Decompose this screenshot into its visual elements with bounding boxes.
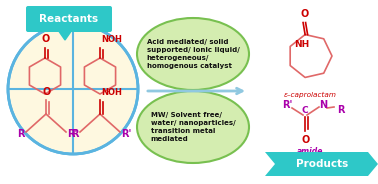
Text: Products: Products bbox=[296, 159, 348, 169]
Text: R': R' bbox=[282, 100, 292, 110]
Text: C: C bbox=[302, 106, 308, 115]
Text: NOH: NOH bbox=[101, 35, 122, 44]
Polygon shape bbox=[58, 30, 72, 40]
Ellipse shape bbox=[137, 91, 249, 163]
Text: ε–caprolactam: ε–caprolactam bbox=[284, 92, 336, 98]
Text: O: O bbox=[42, 34, 50, 44]
Polygon shape bbox=[265, 152, 378, 176]
Text: N: N bbox=[319, 100, 327, 110]
Text: R: R bbox=[337, 105, 345, 115]
Circle shape bbox=[8, 24, 138, 154]
Ellipse shape bbox=[137, 18, 249, 90]
Text: amide: amide bbox=[297, 147, 323, 156]
Text: O: O bbox=[43, 87, 51, 97]
Text: O: O bbox=[302, 135, 310, 145]
Text: NH: NH bbox=[294, 40, 310, 49]
Text: R: R bbox=[17, 129, 25, 139]
Text: NOH: NOH bbox=[101, 88, 122, 97]
Text: R: R bbox=[71, 129, 79, 139]
Text: R': R' bbox=[121, 129, 131, 139]
Text: R': R' bbox=[67, 129, 77, 139]
Text: Acid mediated/ solid
supported/ ionic liquid/
heterogeneous/
homogenous catalyst: Acid mediated/ solid supported/ ionic li… bbox=[147, 39, 239, 69]
FancyBboxPatch shape bbox=[26, 6, 112, 32]
Text: O: O bbox=[301, 8, 309, 19]
Text: Reactants: Reactants bbox=[39, 14, 99, 24]
Text: MW/ Solvent free/
water/ nanoparticles/
transition metal
mediated: MW/ Solvent free/ water/ nanoparticles/ … bbox=[151, 112, 235, 142]
